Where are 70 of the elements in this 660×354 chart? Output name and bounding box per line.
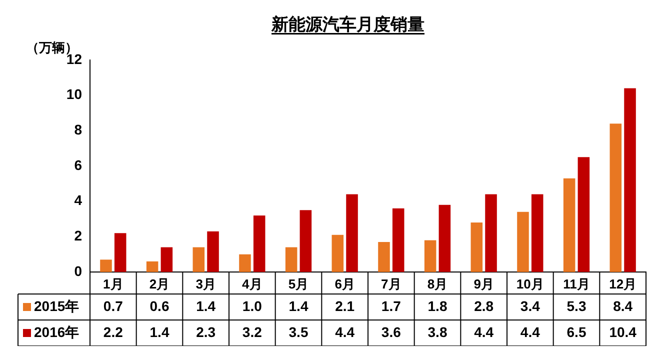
y-tick-label: 4 [74, 192, 82, 208]
y-tick-label: 0 [74, 262, 82, 279]
data-label: 4.4 [335, 324, 355, 340]
bar [378, 242, 390, 272]
data-label: 2.1 [335, 298, 355, 314]
x-tick-label: 8月 [427, 276, 448, 292]
bar [253, 215, 266, 272]
x-tick-label: 11月 [563, 276, 590, 292]
x-tick-label: 10月 [516, 276, 544, 292]
bar [192, 247, 205, 272]
data-label: 2.3 [196, 324, 216, 340]
x-tick-label: 5月 [288, 276, 309, 292]
bar [424, 240, 436, 272]
data-label: 4.4 [474, 324, 494, 340]
data-label: 3.4 [520, 298, 540, 314]
bar [285, 247, 298, 272]
bar [531, 194, 544, 272]
legend-label: 2015年 [34, 298, 80, 314]
bar [470, 222, 483, 272]
data-label: 1.8 [428, 298, 448, 314]
bar [578, 157, 590, 272]
x-tick-label: 3月 [196, 276, 216, 292]
bar [114, 233, 126, 272]
y-tick-label: 10 [66, 86, 82, 102]
data-label: 6.5 [566, 324, 586, 340]
x-tick-label: 2月 [149, 276, 170, 292]
data-label: 1.4 [150, 324, 170, 340]
bar [563, 178, 576, 272]
bar [207, 231, 219, 272]
data-label: 0.6 [150, 298, 170, 314]
x-tick-label: 9月 [474, 276, 494, 292]
data-label: 3.6 [381, 324, 402, 340]
bar [346, 194, 358, 272]
bar [610, 124, 622, 272]
x-tick-label: 4月 [242, 276, 262, 292]
chart-title: 新能源汽车月度销量 [270, 15, 424, 34]
data-label: 8.4 [613, 298, 633, 314]
bar [485, 194, 497, 272]
x-tick-label: 6月 [334, 276, 355, 292]
bar [517, 212, 529, 272]
bar [160, 247, 173, 272]
data-label: 3.8 [428, 324, 448, 340]
bar [624, 88, 636, 272]
bar [438, 204, 451, 272]
bar [300, 210, 312, 272]
data-label: 3.5 [288, 324, 308, 340]
y-tick-label: 6 [74, 156, 82, 173]
data-label: 1.4 [196, 298, 216, 314]
data-label: 4.4 [520, 324, 540, 340]
data-label: 1.7 [381, 298, 402, 314]
x-tick-label: 7月 [381, 276, 402, 292]
y-axis-title: （万辆） [26, 40, 78, 55]
data-label: 2.8 [474, 298, 494, 314]
bar [146, 261, 158, 272]
bar [239, 254, 251, 272]
bar [332, 234, 344, 272]
x-tick-label: 1月 [103, 276, 124, 292]
data-label: 1.0 [242, 298, 262, 314]
data-label: 1.4 [288, 298, 308, 314]
y-tick-label: 8 [74, 122, 82, 138]
legend-label: 2016年 [34, 324, 80, 340]
data-label: 0.7 [103, 298, 124, 314]
data-label: 10.4 [609, 324, 637, 340]
data-label: 3.2 [242, 324, 262, 340]
y-tick-label: 2 [74, 228, 82, 244]
bar [100, 260, 112, 272]
data-label: 5.3 [566, 298, 586, 314]
data-label: 2.2 [103, 324, 124, 340]
x-tick-label: 12月 [609, 276, 637, 292]
bar [392, 208, 404, 272]
